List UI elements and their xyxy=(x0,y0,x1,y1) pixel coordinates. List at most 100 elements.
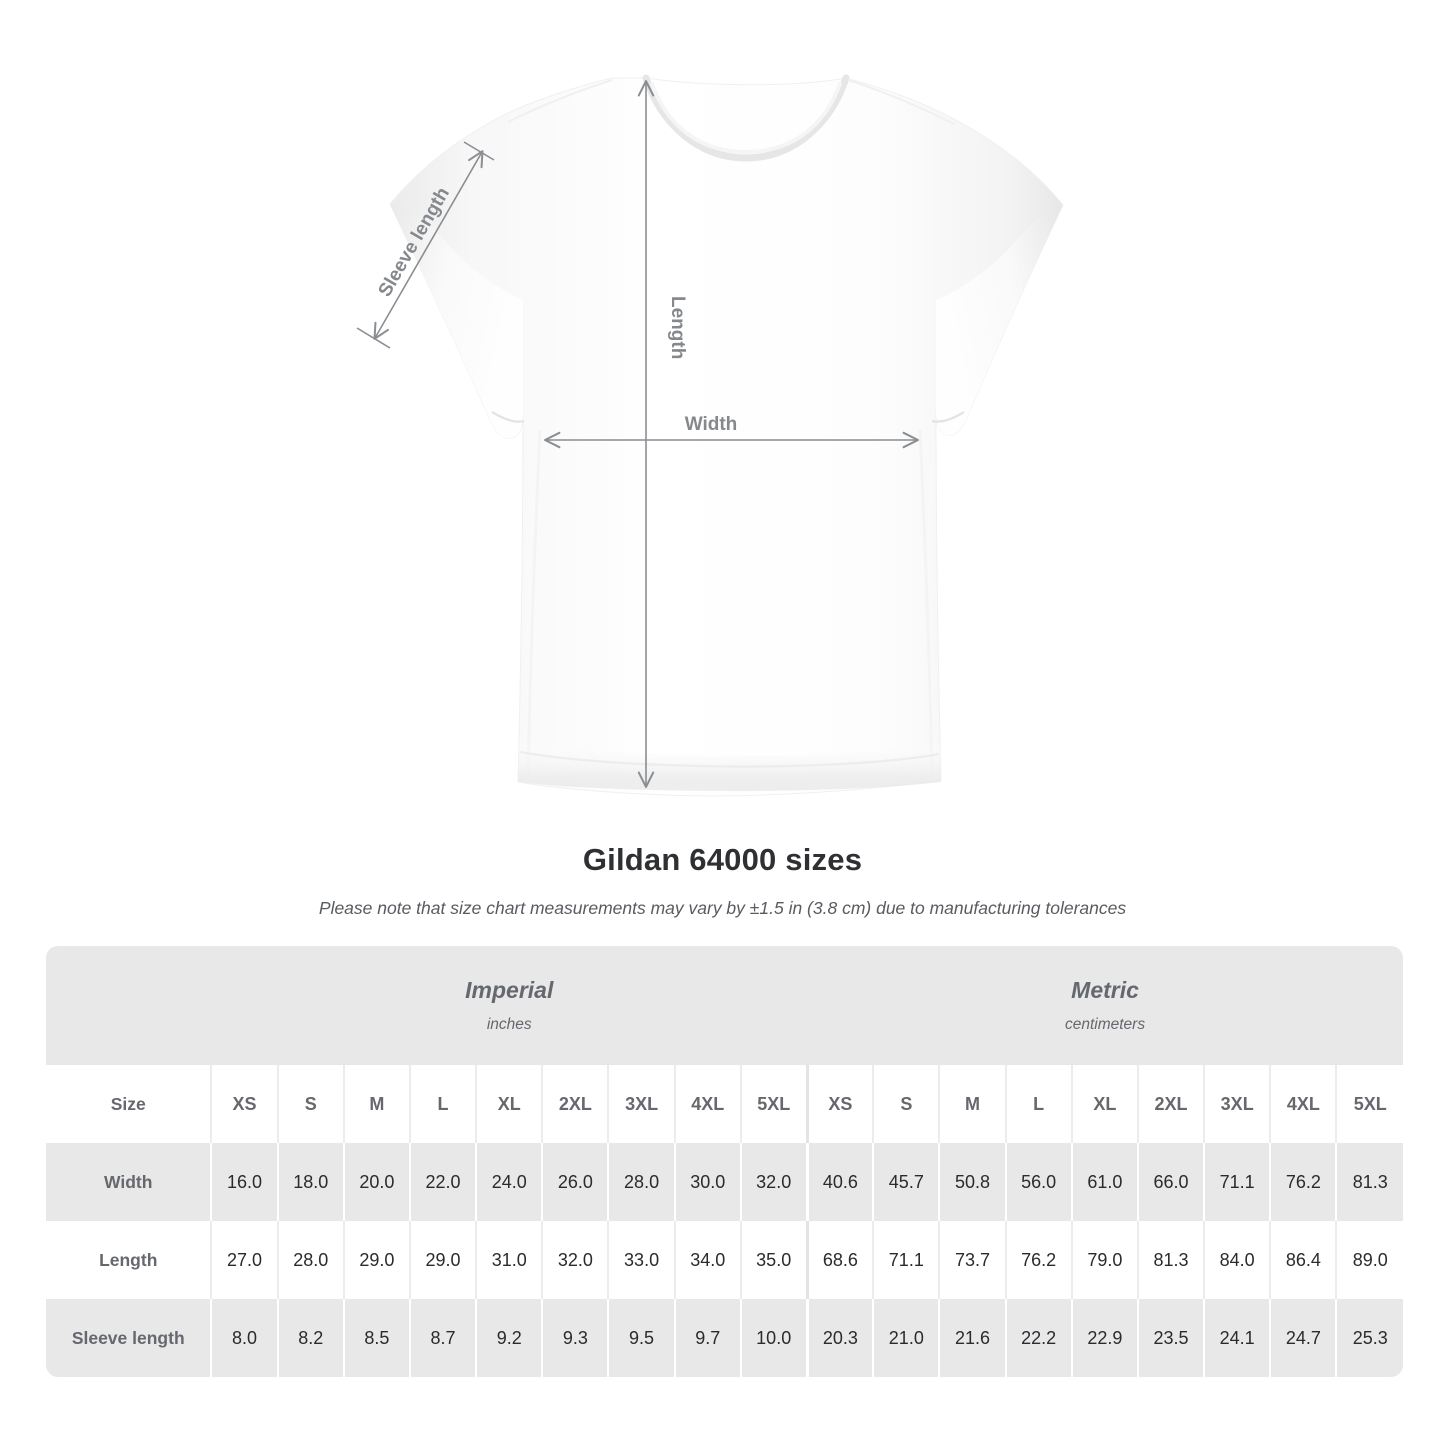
tshirt-collar xyxy=(642,74,850,162)
size-chart-table: Imperial inches Metric centimeters Size … xyxy=(46,946,1403,1377)
row-label-length: Length xyxy=(46,1221,212,1299)
sleeve-metric-3xl: 24.1 xyxy=(1203,1299,1271,1377)
table-row-width: Width 16.0 18.0 20.0 22.0 24.0 26.0 28.0… xyxy=(46,1143,1403,1221)
size-header-xs-metric: XS xyxy=(805,1065,874,1143)
width-measure-group: Width xyxy=(544,414,919,449)
length-metric-xs: 68.6 xyxy=(805,1221,874,1299)
page-title: Gildan 64000 sizes xyxy=(582,842,863,877)
row-label-width: Width xyxy=(46,1143,212,1221)
size-header-m-imperial: M xyxy=(342,1065,410,1143)
size-header-3xl-imperial: 3XL xyxy=(607,1065,675,1143)
size-header-5xl-imperial: 5XL xyxy=(739,1065,808,1143)
tshirt-graphic xyxy=(389,74,1064,797)
length-imperial-5xl: 35.0 xyxy=(739,1221,808,1299)
title-block: Gildan 64000 sizes Please note that size… xyxy=(0,840,1445,920)
left-shoulder-seam xyxy=(507,79,613,123)
size-header-2xl-metric: 2XL xyxy=(1136,1065,1205,1143)
sleeve-metric-2xl: 23.5 xyxy=(1136,1299,1205,1377)
size-header-2xl-imperial: 2XL xyxy=(541,1065,609,1143)
width-imperial-xl: 24.0 xyxy=(475,1143,543,1221)
row-label-sleeve-length: Sleeve length xyxy=(46,1299,212,1377)
size-header-s-metric: S xyxy=(872,1065,940,1143)
sleeve-metric-xl: 22.9 xyxy=(1070,1299,1138,1377)
page-subtitle: Please note that size chart measurements… xyxy=(318,898,1127,918)
width-imperial-m: 20.0 xyxy=(342,1143,410,1221)
size-header-3xl-metric: 3XL xyxy=(1203,1065,1271,1143)
width-metric-l: 56.0 xyxy=(1004,1143,1072,1221)
size-header-4xl-metric: 4XL xyxy=(1269,1065,1337,1143)
width-imperial-s: 18.0 xyxy=(276,1143,344,1221)
sleeve-imperial-m: 8.5 xyxy=(342,1299,410,1377)
size-header-xl-imperial: XL xyxy=(475,1065,543,1143)
width-imperial-2xl: 26.0 xyxy=(541,1143,609,1221)
length-imperial-3xl: 33.0 xyxy=(607,1221,675,1299)
metric-banner: Metric centimeters xyxy=(807,946,1403,1065)
table-row-length: Length 27.0 28.0 29.0 29.0 31.0 32.0 33.… xyxy=(46,1221,1403,1299)
length-metric-5xl: 89.0 xyxy=(1335,1221,1403,1299)
size-chart-table-wrap: Imperial inches Metric centimeters Size … xyxy=(46,946,1403,1377)
sleeve-cap-bottom xyxy=(356,327,391,349)
width-metric-5xl: 81.3 xyxy=(1335,1143,1403,1221)
sleeve-imperial-5xl: 10.0 xyxy=(739,1299,808,1377)
metric-system-label: Metric xyxy=(1071,977,1139,1003)
size-header-s-imperial: S xyxy=(276,1065,344,1143)
imperial-system-label: Imperial xyxy=(465,977,554,1003)
length-imperial-2xl: 32.0 xyxy=(541,1221,609,1299)
sleeve-imperial-3xl: 9.5 xyxy=(607,1299,675,1377)
tshirt-illustration: Length Width Sleeve length xyxy=(356,74,1064,797)
sleeve-imperial-2xl: 9.3 xyxy=(541,1299,609,1377)
length-metric-3xl: 84.0 xyxy=(1203,1221,1271,1299)
tshirt-right-sleeve xyxy=(936,205,1063,436)
sleeve-metric-5xl: 25.3 xyxy=(1335,1299,1403,1377)
imperial-banner: Imperial inches xyxy=(211,946,808,1065)
left-sleeve-hem xyxy=(491,410,525,423)
body-fold-right xyxy=(918,429,934,777)
sleeve-cap-top xyxy=(463,141,495,161)
width-label: Width xyxy=(685,414,738,435)
sleeve-imperial-l: 8.7 xyxy=(408,1299,477,1377)
width-metric-xs: 40.6 xyxy=(805,1143,874,1221)
sleeve-metric-xs: 20.3 xyxy=(805,1299,874,1377)
sleeve-metric-4xl: 24.7 xyxy=(1269,1299,1337,1377)
unit-banner-row: Imperial inches Metric centimeters xyxy=(46,946,1403,1065)
sleeve-imperial-xs: 8.0 xyxy=(210,1299,278,1377)
sleeve-metric-s: 21.0 xyxy=(872,1299,940,1377)
width-imperial-3xl: 28.0 xyxy=(607,1143,675,1221)
width-imperial-4xl: 30.0 xyxy=(673,1143,741,1221)
length-imperial-4xl: 34.0 xyxy=(673,1221,741,1299)
size-header-l-imperial: L xyxy=(408,1065,477,1143)
right-shoulder-seam xyxy=(847,79,955,125)
width-metric-xl: 61.0 xyxy=(1070,1143,1138,1221)
tshirt-collar-inner xyxy=(650,82,842,155)
length-imperial-xs: 27.0 xyxy=(210,1221,278,1299)
tshirt-body-shape xyxy=(389,77,1064,797)
sleeve-metric-m: 21.6 xyxy=(938,1299,1006,1377)
right-sleeve-hem xyxy=(931,410,965,423)
length-metric-4xl: 86.4 xyxy=(1269,1221,1337,1299)
tshirt-hem-line xyxy=(519,750,940,768)
size-header-5xl-metric: 5XL xyxy=(1335,1065,1403,1143)
width-metric-s: 45.7 xyxy=(872,1143,940,1221)
width-metric-4xl: 76.2 xyxy=(1269,1143,1337,1221)
width-metric-m: 50.8 xyxy=(938,1143,1006,1221)
length-metric-l: 76.2 xyxy=(1004,1221,1072,1299)
length-imperial-s: 28.0 xyxy=(276,1221,344,1299)
width-metric-2xl: 66.0 xyxy=(1136,1143,1205,1221)
imperial-unit-label: inches xyxy=(486,1016,532,1033)
banner-spacer xyxy=(46,946,212,1065)
metric-unit-label: centimeters xyxy=(1064,1016,1146,1033)
sleeve-imperial-4xl: 9.7 xyxy=(673,1299,741,1377)
size-header-xs-imperial: XS xyxy=(210,1065,278,1143)
sleeve-metric-l: 22.2 xyxy=(1004,1299,1072,1377)
sleeve-imperial-s: 8.2 xyxy=(276,1299,344,1377)
sleeve-imperial-xl: 9.2 xyxy=(475,1299,543,1377)
width-imperial-l: 22.0 xyxy=(408,1143,477,1221)
size-header-m-metric: M xyxy=(938,1065,1006,1143)
sleeve-arrow xyxy=(373,150,484,340)
length-metric-2xl: 81.3 xyxy=(1136,1221,1205,1299)
length-imperial-xl: 31.0 xyxy=(475,1221,543,1299)
row-label-size: Size xyxy=(46,1065,212,1143)
body-fold-left xyxy=(526,429,542,777)
length-metric-m: 73.7 xyxy=(938,1221,1006,1299)
size-header-4xl-imperial: 4XL xyxy=(673,1065,741,1143)
